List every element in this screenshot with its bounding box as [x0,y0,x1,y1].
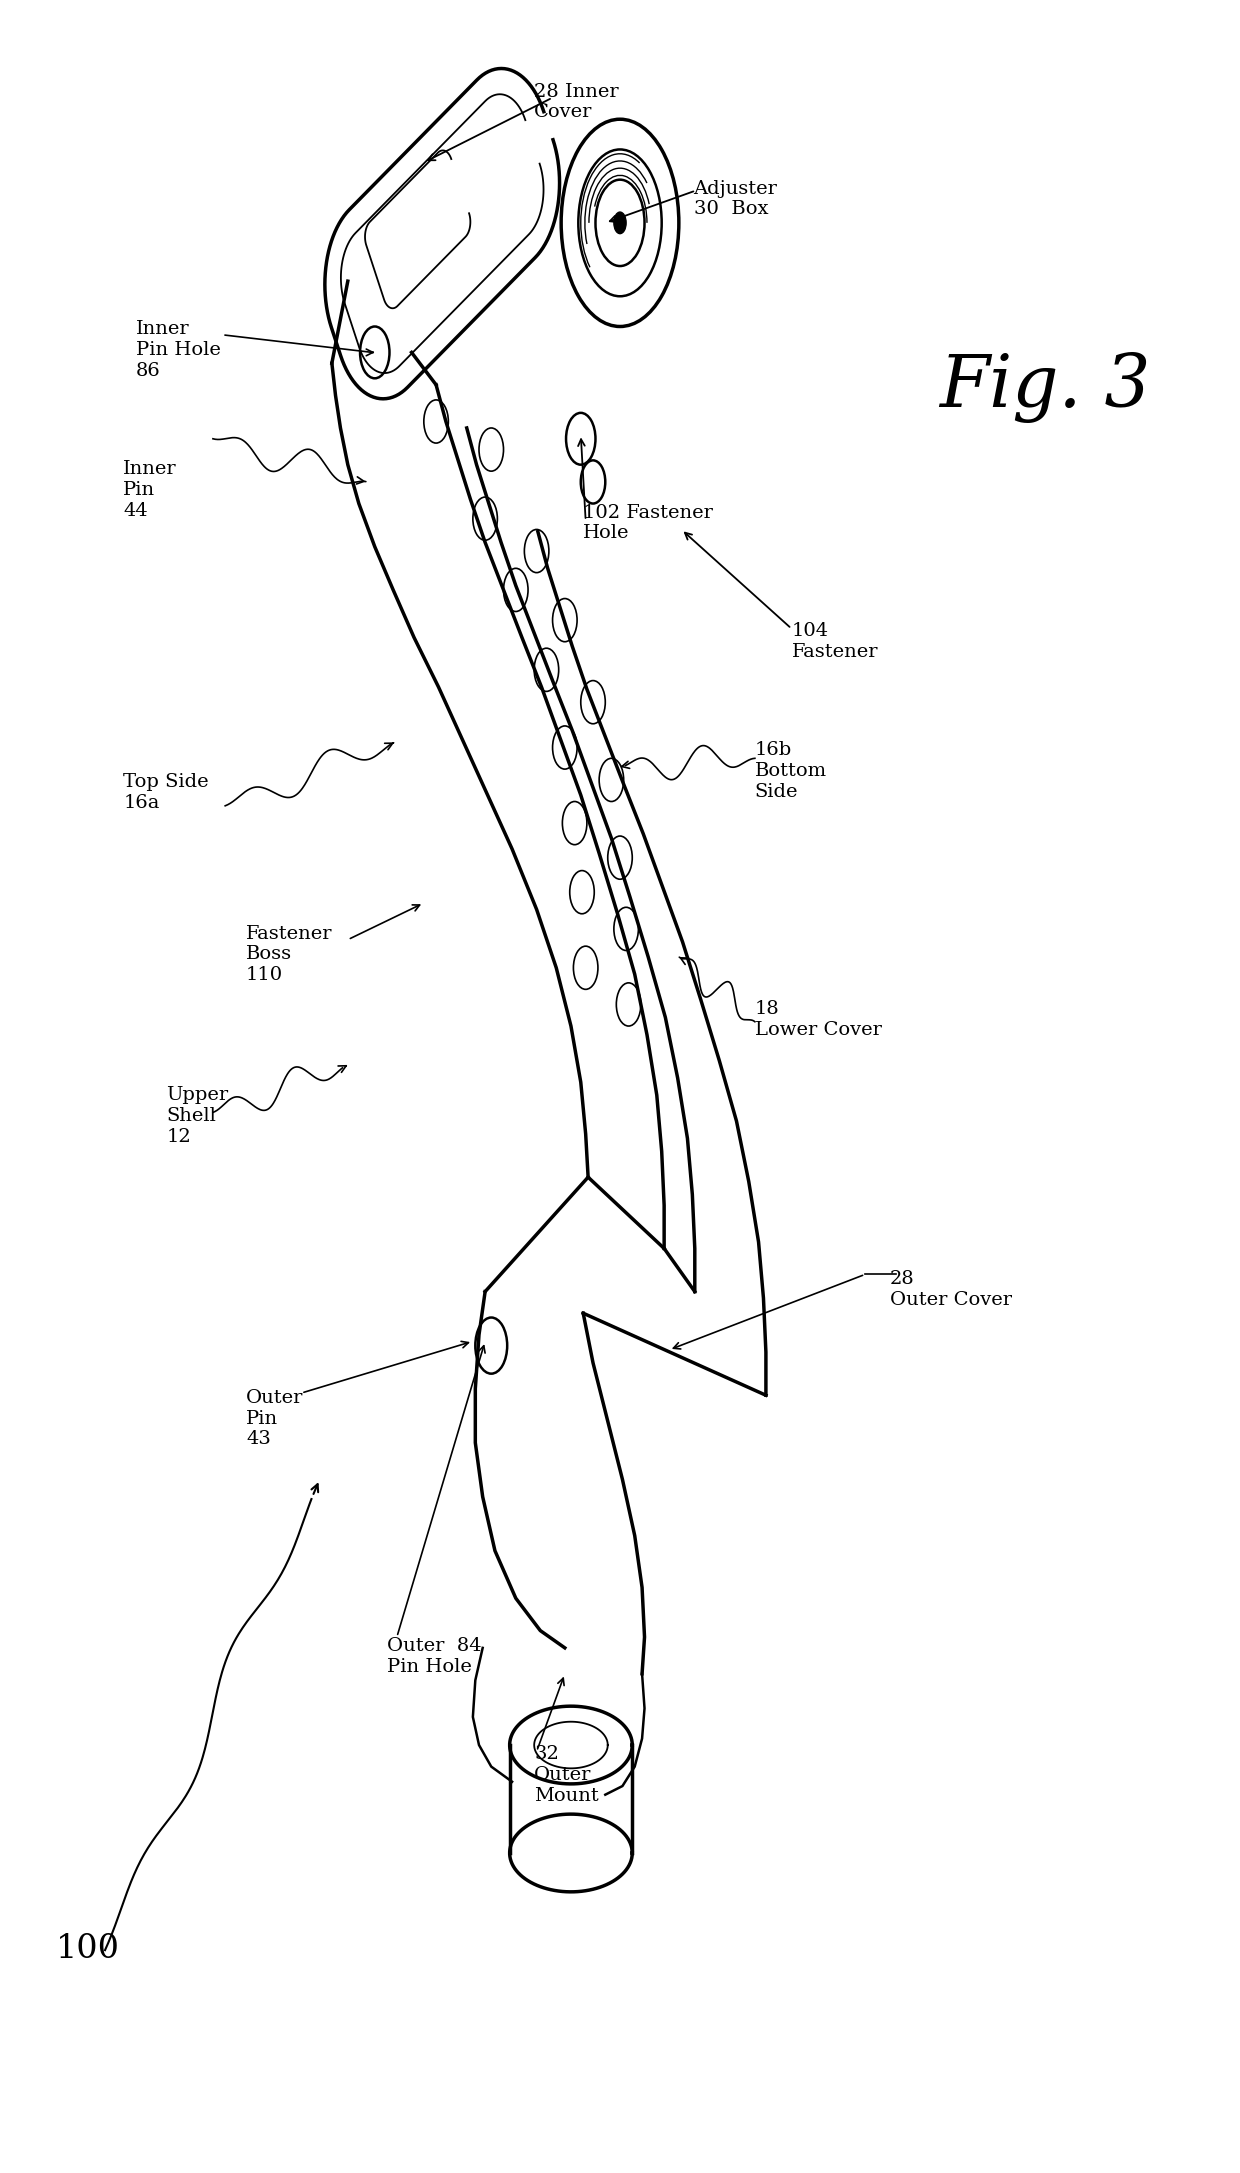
Text: 102 Fastener
Hole: 102 Fastener Hole [583,504,713,543]
Text: 28
Outer Cover: 28 Outer Cover [890,1269,1012,1308]
Text: 18
Lower Cover: 18 Lower Cover [755,1000,882,1039]
Text: 16b
Bottom
Side: 16b Bottom Side [755,741,827,800]
Text: Outer  84
Pin Hole: Outer 84 Pin Hole [387,1636,481,1675]
Text: 28 Inner
Cover: 28 Inner Cover [534,83,619,122]
Text: Top Side
16a: Top Side 16a [124,774,210,813]
Text: 32
Outer
Mount: 32 Outer Mount [534,1745,599,1804]
Text: Upper
Shell
12: Upper Shell 12 [166,1086,228,1145]
Text: Fig. 3: Fig. 3 [939,352,1151,424]
Text: Fastener
Boss
110: Fastener Boss 110 [246,924,332,984]
Text: Inner
Pin
44: Inner Pin 44 [124,461,177,519]
Text: 104
Fastener: 104 Fastener [791,621,878,661]
Text: Adjuster
30  Box: Adjuster 30 Box [693,180,777,219]
Text: Outer
Pin
43: Outer Pin 43 [246,1389,304,1449]
Text: Inner
Pin Hole
86: Inner Pin Hole 86 [135,319,221,380]
Circle shape [614,213,626,235]
Text: 100: 100 [56,1932,120,1964]
